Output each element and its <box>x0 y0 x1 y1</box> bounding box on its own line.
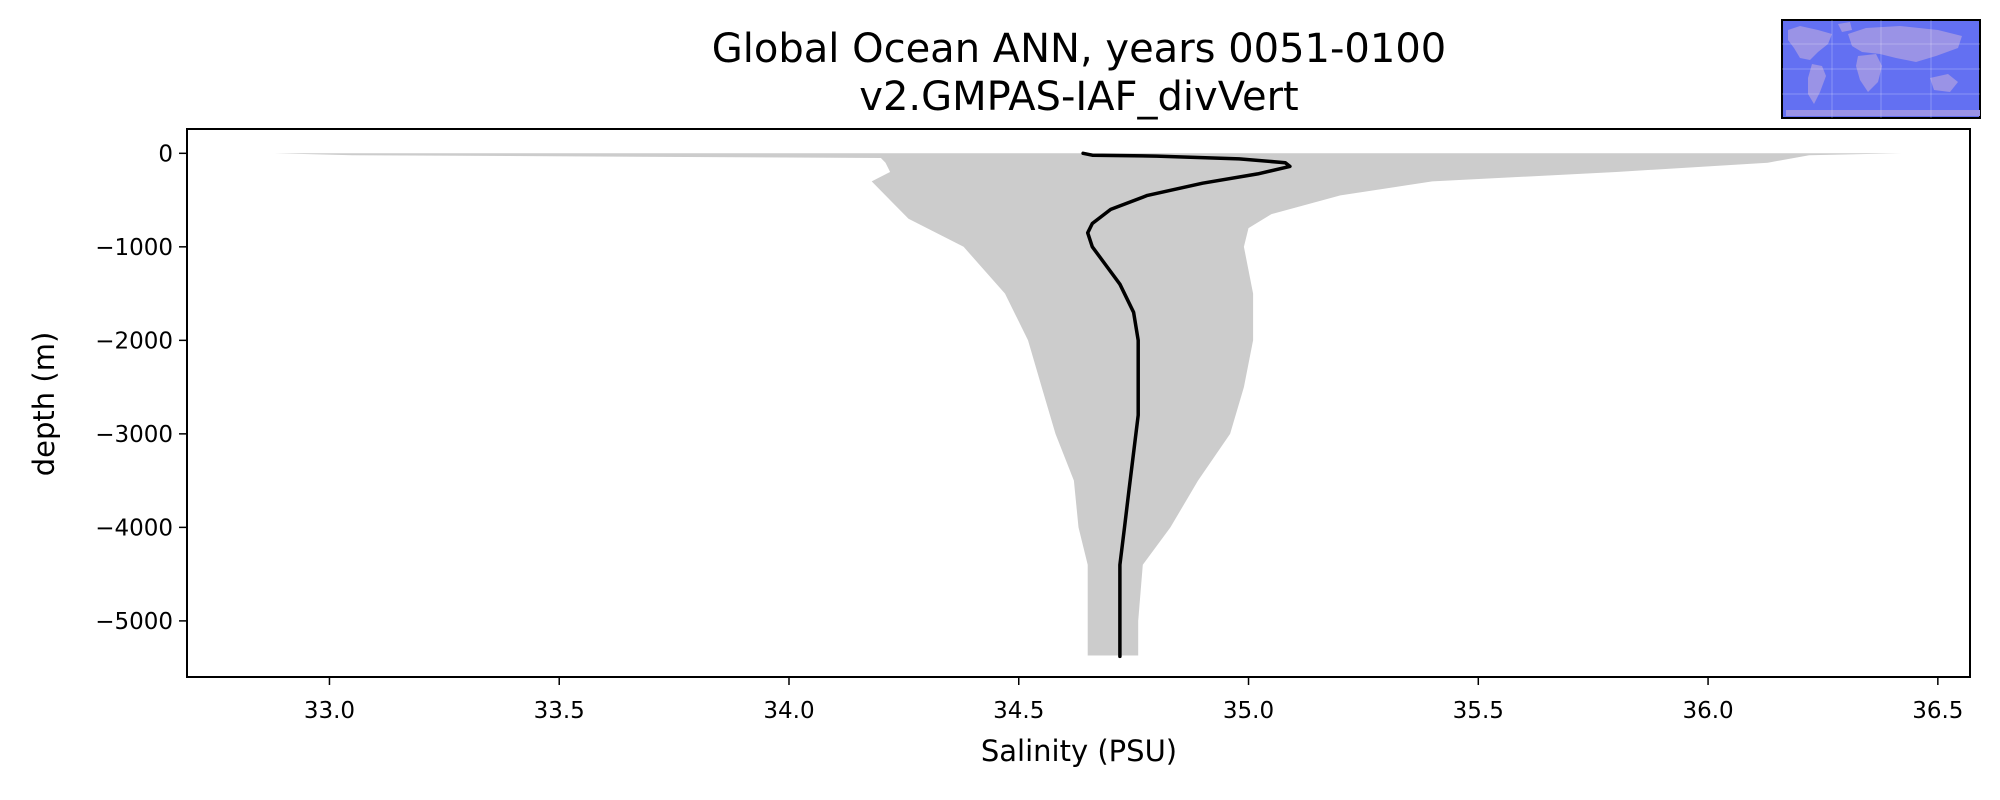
plot-area <box>186 128 1971 678</box>
y-tick-label: −5000 <box>95 609 173 635</box>
x-tick-label: 34.0 <box>763 698 814 724</box>
salinity-range-envelope <box>274 153 1902 656</box>
x-tick-label: 35.5 <box>1453 698 1504 724</box>
y-axis-label: depth (m) <box>27 332 61 477</box>
x-tick-label: 36.0 <box>1682 698 1733 724</box>
x-axis-label: Salinity (PSU) <box>981 734 1177 768</box>
y-tick-label: −3000 <box>95 422 173 448</box>
x-tick-label: 35.0 <box>1223 698 1274 724</box>
y-tick-label: −4000 <box>95 515 173 541</box>
chart-subtitle: v2.GMPAS-IAF_divVert <box>859 74 1298 120</box>
chart-title: Global Ocean ANN, years 0051-0100 <box>712 26 1446 72</box>
region-inset-map <box>1781 19 1981 119</box>
y-tick-label: 0 <box>158 141 173 167</box>
y-axis-ticks: 0 −1000 −2000 −3000 −4000 −5000 <box>95 141 187 635</box>
x-tick-label: 33.0 <box>304 698 355 724</box>
y-tick-label: −2000 <box>95 328 173 354</box>
y-tick-label: −1000 <box>95 235 173 261</box>
x-axis-ticks: 33.0 33.5 34.0 34.5 35.0 35.5 36.0 36.5 <box>304 677 1963 724</box>
x-tick-label: 34.5 <box>993 698 1044 724</box>
plot-frame <box>186 128 1971 678</box>
inset-map-graticule <box>1782 20 1980 118</box>
mean-salinity-profile-line <box>1081 151 1292 659</box>
inset-map-land <box>1786 22 1980 116</box>
x-tick-label: 36.5 <box>1912 698 1963 724</box>
x-tick-label: 33.5 <box>534 698 585 724</box>
